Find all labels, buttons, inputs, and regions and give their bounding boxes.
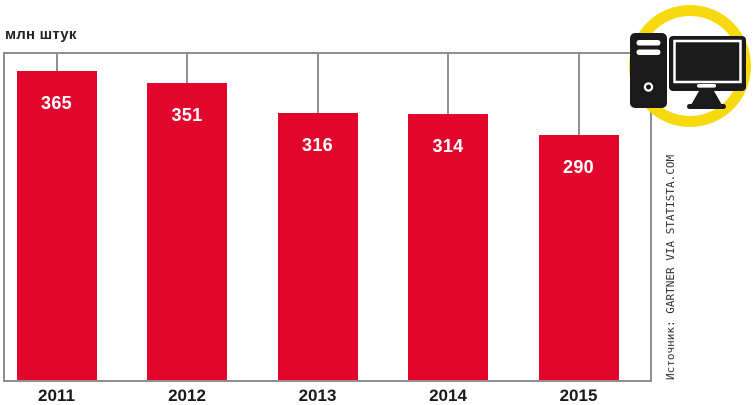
x-axis-label-2015: 2015 [559, 386, 598, 405]
monitor-screen [673, 39, 742, 84]
bar-2014: 314 [408, 114, 488, 382]
bar-2013: 316 [277, 113, 358, 382]
monitor-stand [691, 91, 722, 105]
bar-2011: 365 [16, 71, 97, 382]
bar-connector-2011 [55, 52, 58, 71]
bar-value-label: 365 [41, 93, 72, 113]
bar-2015: 290 [538, 135, 619, 382]
yellow-circle-badge [629, 5, 751, 127]
tower-slot [636, 49, 661, 55]
bar-value-label: 351 [171, 105, 203, 125]
bar-2012: 351 [147, 83, 227, 382]
power-button [643, 82, 654, 92]
monitor-slot [697, 84, 716, 88]
bar-value-label: 316 [302, 135, 333, 155]
bar-value-label: 290 [563, 157, 594, 177]
x-axis-label-2012: 2012 [168, 386, 206, 405]
desktop-computer-icon [630, 33, 746, 109]
x-axis-label-2014: 2014 [429, 386, 467, 405]
y-axis-unit-label: млн штук [5, 26, 77, 43]
x-axis-label-2013: 2013 [298, 386, 337, 405]
bar-connector-2015 [577, 52, 580, 135]
monitor-base [687, 104, 726, 109]
monitor-bezel [669, 36, 746, 91]
bar-value-label: 314 [432, 136, 464, 156]
source-attribution: Источник: GARTNER VIA STATISTA.COM [664, 154, 677, 380]
bar-connector-2013 [316, 52, 319, 113]
bar-connector-2014 [447, 52, 449, 114]
tower-slot [636, 40, 661, 46]
bar-connector-2012 [186, 52, 188, 83]
x-axis-label-2011: 2011 [38, 386, 75, 405]
